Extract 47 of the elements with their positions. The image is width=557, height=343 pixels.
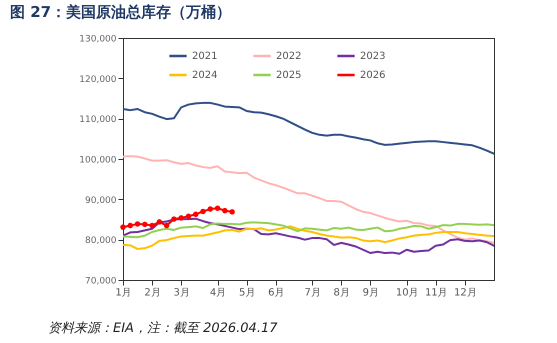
point — [142, 222, 148, 228]
point — [200, 208, 206, 214]
point — [164, 222, 170, 228]
legend-label: 2022 — [276, 51, 302, 62]
x-tick-label: 1月 — [115, 288, 132, 298]
point — [186, 214, 192, 220]
legend-label: 2021 — [192, 51, 218, 62]
y-tick-label: 130,000 — [79, 34, 117, 44]
x-tick-label: 12月 — [454, 288, 477, 298]
point — [156, 219, 162, 225]
x-tick-label: 10月 — [396, 288, 419, 298]
point — [193, 212, 198, 217]
line-series — [123, 155, 494, 244]
x-tick-label: 9月 — [362, 288, 380, 298]
x-tick-label: 8月 — [334, 288, 350, 298]
x-tick-label: 4月 — [210, 288, 226, 298]
point — [214, 205, 220, 211]
point — [120, 224, 126, 230]
x-tick-label: 6月 — [268, 288, 284, 298]
line-series — [123, 221, 494, 238]
x-tick-label: 11月 — [424, 288, 448, 298]
point — [208, 206, 214, 212]
x-tick-label: 7月 — [304, 288, 321, 298]
legend-label: 2025 — [276, 70, 302, 81]
x-tick-label: 5月 — [238, 288, 256, 298]
legend-label: 2026 — [360, 70, 386, 81]
point — [149, 222, 155, 228]
legend-label: 2023 — [360, 51, 386, 62]
point — [171, 216, 177, 222]
line-series — [123, 102, 494, 155]
point — [222, 208, 228, 214]
text: 资料来源：EIA，注：截至 2026.04.17 — [48, 321, 278, 336]
y-tick-label: 110,000 — [79, 115, 117, 126]
y-tick-label: 90,000 — [85, 196, 117, 206]
y-tick-label: 100,000 — [79, 156, 117, 166]
legend-label: 2024 — [192, 70, 218, 81]
y-tick-label: 70,000 — [85, 276, 117, 286]
point — [178, 215, 184, 221]
point — [128, 222, 134, 228]
x-tick-label: 2月 — [144, 288, 161, 298]
point — [134, 221, 140, 227]
y-tick-label: 120,000 — [79, 74, 117, 85]
chart-title: 图 27：美国原油总库存（万桶） — [10, 3, 232, 21]
y-tick-label: 80,000 — [85, 236, 117, 246]
point — [229, 209, 235, 215]
x-tick-label: 3月 — [174, 288, 190, 298]
line-series — [123, 225, 494, 250]
